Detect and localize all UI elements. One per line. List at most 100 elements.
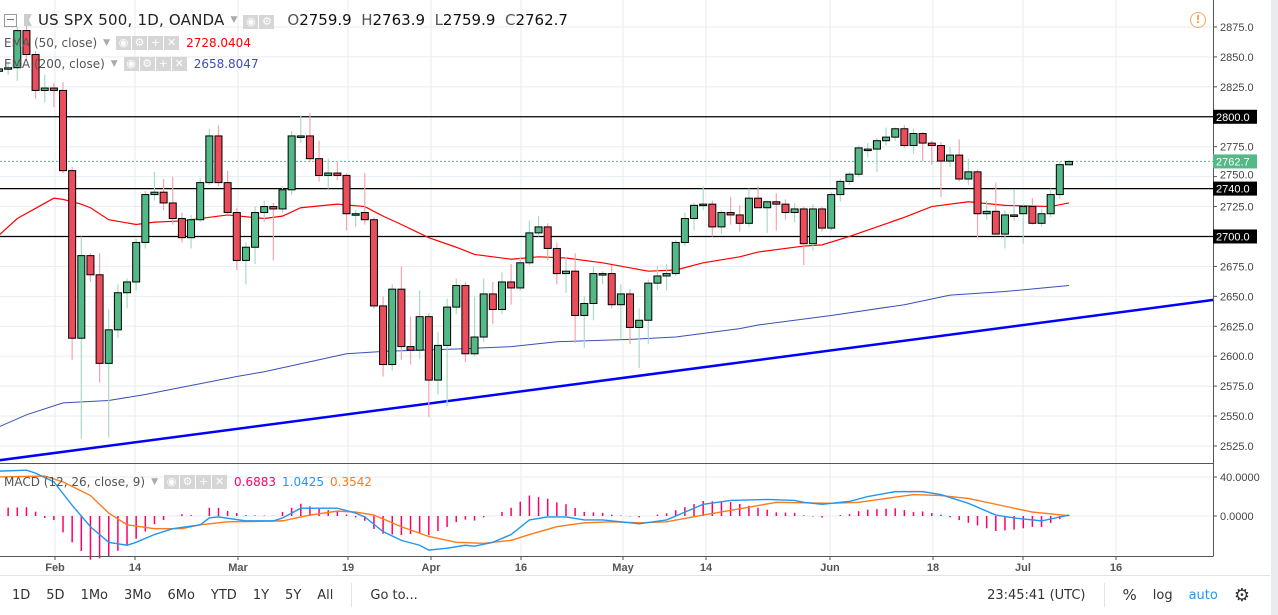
- candle-up: [132, 241, 141, 283]
- macd-panel: [0, 469, 1070, 560]
- candle-down: [726, 212, 735, 216]
- plus-icon[interactable]: +: [196, 475, 212, 489]
- log-toggle[interactable]: log: [1152, 587, 1173, 603]
- chart-canvas[interactable]: 2875.0 2850.0 2825.0 2775.0 2750.0 2725.0 2675…: [0, 0, 1278, 575]
- candle-up: [680, 218, 689, 243]
- candle-down: [488, 293, 497, 310]
- price-tick-label: 2625.0: [1220, 321, 1254, 333]
- candle-down: [177, 218, 186, 239]
- price-tick-label: 2725.0: [1220, 202, 1254, 214]
- candle-down: [22, 30, 31, 56]
- clock[interactable]: 23:45:41 (UTC): [987, 587, 1086, 603]
- candle-down: [305, 135, 314, 160]
- candle-up: [891, 128, 900, 138]
- time-tick-label: 14: [129, 562, 142, 574]
- candle-up: [278, 189, 287, 210]
- price-tick-label: 2675.0: [1220, 261, 1254, 273]
- range-6mo[interactable]: 6Mo: [167, 587, 195, 603]
- price-tick-label: 2850.0: [1220, 52, 1254, 64]
- gear-icon[interactable]: ⚙: [139, 57, 155, 71]
- macd-tick-label: 40.0000: [1220, 472, 1260, 484]
- price-tick-label: 2875.0: [1220, 22, 1254, 34]
- auto-toggle[interactable]: auto: [1188, 587, 1218, 603]
- chevron-down-icon[interactable]: ▼: [103, 37, 111, 48]
- candle-up: [854, 147, 863, 175]
- candle-down: [379, 305, 388, 366]
- collapse-icon[interactable]: −: [4, 12, 17, 27]
- flag-icon[interactable]: [24, 14, 32, 26]
- price-tick-label: 2650.0: [1220, 291, 1254, 303]
- eye-icon[interactable]: ◉: [164, 475, 180, 489]
- price-tick-label: 2750.0: [1220, 170, 1254, 182]
- candle-up: [1046, 194, 1055, 215]
- plus-icon[interactable]: +: [155, 57, 171, 71]
- candle-up: [479, 293, 488, 338]
- plus-icon[interactable]: +: [148, 36, 164, 50]
- candle-up: [260, 206, 269, 214]
- close-icon[interactable]: ✕: [164, 36, 180, 50]
- candle-down: [918, 133, 927, 144]
- level-label: 2740.0: [1216, 184, 1250, 196]
- gear-icon[interactable]: ⚙: [180, 475, 196, 489]
- candle-up: [644, 282, 653, 321]
- range-5y[interactable]: 5Y: [285, 587, 302, 603]
- candle-up: [251, 212, 260, 248]
- candle-down: [927, 142, 936, 147]
- warning-icon[interactable]: !: [1190, 12, 1206, 28]
- candle-up: [946, 154, 955, 162]
- candle-down: [424, 316, 433, 381]
- candle-down: [900, 128, 909, 147]
- symbol-title[interactable]: US SPX 500, 1D, OANDA: [38, 11, 225, 29]
- close-key: C: [504, 11, 516, 29]
- gear-icon[interactable]: ⚙: [1233, 584, 1250, 606]
- candle-up: [187, 219, 196, 239]
- candle-up: [296, 135, 305, 138]
- ema50-label[interactable]: EMA (50, close): [4, 35, 98, 50]
- candle-down: [269, 206, 278, 210]
- eye-icon[interactable]: ◉: [123, 57, 139, 71]
- range-1d[interactable]: 1D: [12, 587, 31, 603]
- time-tick-label: Feb: [45, 562, 65, 574]
- candle-up: [104, 329, 113, 364]
- range-1mo[interactable]: 1Mo: [80, 587, 109, 603]
- close-icon[interactable]: ✕: [212, 475, 228, 489]
- range-all[interactable]: All: [317, 587, 334, 603]
- range-3mo[interactable]: 3Mo: [124, 587, 152, 603]
- candle-down: [397, 288, 406, 348]
- ema200-legend: EMA (200, close) ▼ ◉ ⚙ + ✕ 2658.8047: [4, 56, 259, 71]
- low-value: 2759.9: [442, 11, 496, 29]
- level-label-bg: [1213, 181, 1257, 196]
- range-1y[interactable]: 1Y: [252, 587, 270, 603]
- trendline[interactable]: [0, 298, 1214, 462]
- last-price-label-bg: [1213, 154, 1257, 169]
- ema50-value: 2728.0404: [186, 35, 251, 50]
- candle-down: [342, 174, 351, 215]
- ema200-label[interactable]: EMA (200, close): [4, 56, 105, 71]
- time-tick-label: May: [612, 562, 634, 574]
- chevron-down-icon[interactable]: ▼: [110, 58, 118, 69]
- close-value: 2762.7: [515, 11, 568, 29]
- close-icon[interactable]: ✕: [171, 57, 187, 71]
- candle-down: [360, 212, 369, 221]
- goto-button[interactable]: Go to...: [370, 587, 418, 603]
- candle-down: [799, 208, 808, 245]
- candle-up: [1019, 206, 1028, 215]
- gear-icon[interactable]: ⚙: [132, 36, 148, 50]
- gear-icon[interactable]: ⚙: [259, 15, 275, 29]
- range-ytd[interactable]: YTD: [210, 587, 237, 603]
- range-5d[interactable]: 5D: [46, 587, 65, 603]
- price-tick-label: 2575.0: [1220, 381, 1254, 393]
- candle-up: [241, 246, 250, 261]
- chevron-down-icon[interactable]: ▼: [151, 476, 159, 487]
- eye-icon[interactable]: ◉: [243, 15, 259, 29]
- candle-up: [287, 135, 296, 191]
- axes[interactable]: 2875.0 2850.0 2825.0 2775.0 2750.0 2725.0 2675…: [0, 0, 1271, 575]
- eye-icon[interactable]: ◉: [116, 36, 132, 50]
- macd-label[interactable]: MACD (12, 26, close, 9): [4, 474, 146, 489]
- chevron-down-icon[interactable]: ▼: [230, 15, 238, 25]
- candle-up: [580, 303, 589, 316]
- percent-toggle[interactable]: %: [1122, 586, 1137, 604]
- candle-up: [40, 87, 49, 91]
- candle-up: [635, 319, 644, 328]
- open-value: 2759.9: [299, 11, 352, 29]
